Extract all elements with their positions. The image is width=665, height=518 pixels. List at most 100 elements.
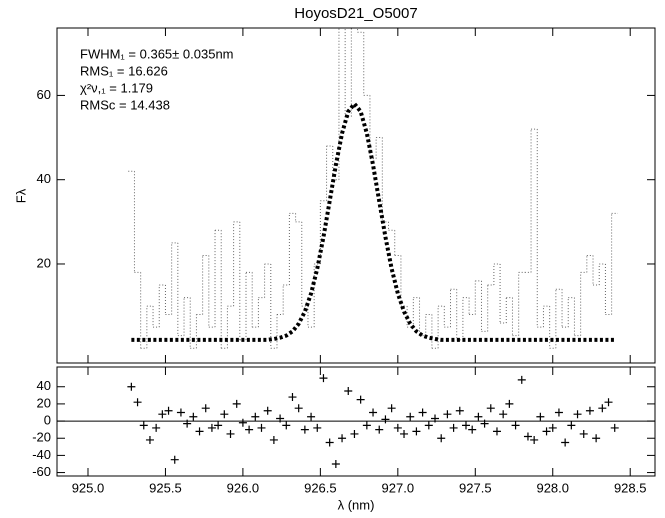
residual-point	[431, 414, 440, 423]
residual-point	[319, 374, 328, 383]
y-tick-label: -40	[32, 447, 51, 462]
residual-point	[170, 455, 179, 464]
residual-point	[282, 421, 291, 430]
y-tick-label: -20	[32, 430, 51, 445]
residual-point	[245, 425, 254, 434]
residual-point	[152, 423, 161, 432]
x-tick-label: 928.5	[614, 480, 647, 495]
residual-point	[133, 398, 142, 407]
residual-point	[294, 404, 303, 413]
residual-point	[548, 423, 557, 432]
residual-point	[158, 410, 167, 419]
residual-point	[567, 421, 576, 430]
residual-point	[499, 410, 508, 419]
residual-point	[610, 423, 619, 432]
residual-point	[369, 408, 378, 417]
residual-point	[288, 393, 297, 402]
residual-point	[375, 425, 384, 434]
residual-point	[604, 398, 613, 407]
residual-point	[424, 421, 433, 430]
residual-point	[517, 375, 526, 384]
y-axis-label: Fλ	[13, 188, 28, 203]
residual-point	[486, 404, 495, 413]
residual-point	[492, 427, 501, 436]
x-tick-label: 925.0	[72, 480, 105, 495]
residual-point	[214, 421, 223, 430]
residual-point	[400, 429, 409, 438]
top-frame	[56, 27, 656, 364]
residual-point	[195, 427, 204, 436]
residual-point	[598, 404, 607, 413]
residual-point	[145, 435, 154, 444]
x-tick-label: 926.0	[227, 480, 260, 495]
residual-point	[579, 429, 588, 438]
y-tick-label: 40	[37, 171, 51, 186]
residual-point	[542, 427, 551, 436]
residual-point	[331, 459, 340, 468]
x-tick-label: 928.0	[536, 480, 569, 495]
residual-point	[443, 410, 452, 419]
residual-point	[412, 427, 421, 436]
residual-point	[554, 408, 563, 417]
x-axis-label: λ (nm)	[338, 497, 375, 512]
residual-point	[387, 404, 396, 413]
x-tick-label: 927.0	[382, 480, 415, 495]
residual-point	[269, 435, 278, 444]
residual-point	[393, 423, 402, 432]
residual-point	[523, 432, 532, 441]
annotation: FWHM₁ = 0.365± 0.035nm	[80, 46, 234, 61]
residual-point	[449, 423, 458, 432]
annotation: χ²ν,₁ = 1.179	[80, 80, 153, 95]
residual-point	[338, 434, 347, 443]
residual-point	[585, 406, 594, 415]
residual-point	[356, 395, 365, 404]
chart-title: HoyosD21_O5007	[294, 5, 417, 22]
residual-point	[276, 414, 285, 423]
residual-point	[201, 404, 210, 413]
residual-point	[207, 423, 216, 432]
residual-point	[263, 406, 272, 415]
y-tick-label: 20	[37, 255, 51, 270]
residual-point	[164, 406, 173, 415]
annotation: RMSc = 14.438	[80, 97, 170, 112]
residual-point	[530, 435, 539, 444]
residual-point	[257, 423, 266, 432]
residual-point	[573, 410, 582, 419]
residual-point	[468, 425, 477, 434]
top-plot	[128, 28, 618, 349]
y-tick-label: -60	[32, 464, 51, 479]
x-tick-label: 926.5	[304, 480, 337, 495]
x-tick-label: 925.5	[149, 480, 182, 495]
residual-point	[226, 429, 235, 438]
residual-point	[238, 418, 247, 427]
residual-point	[505, 399, 514, 408]
x-tick-label: 927.5	[459, 480, 492, 495]
residual-point	[127, 382, 136, 391]
residual-point	[189, 412, 198, 421]
residual-point	[183, 419, 192, 428]
residual-point	[300, 425, 309, 434]
residual-point	[344, 387, 353, 396]
residual-point	[461, 421, 470, 430]
residual-point	[480, 419, 489, 428]
residual-point	[561, 438, 570, 447]
residual-point	[511, 421, 520, 430]
residual-point	[437, 434, 446, 443]
residual-point	[592, 434, 601, 443]
residual-point	[455, 406, 464, 415]
residual-point	[313, 423, 322, 432]
residual-point	[176, 408, 185, 417]
residual-point	[307, 412, 316, 421]
residual-point	[362, 421, 371, 430]
residual-point	[220, 410, 229, 419]
y-tick-label: 40	[37, 378, 51, 393]
residual-point	[406, 412, 415, 421]
y-tick-label: 60	[37, 87, 51, 102]
y-tick-label: 0	[44, 413, 51, 428]
residual-point	[139, 421, 148, 430]
residual-point	[381, 415, 390, 424]
residual-point	[350, 429, 359, 438]
annotation: RMS₁ = 16.626	[80, 63, 168, 78]
residual-point	[325, 438, 334, 447]
